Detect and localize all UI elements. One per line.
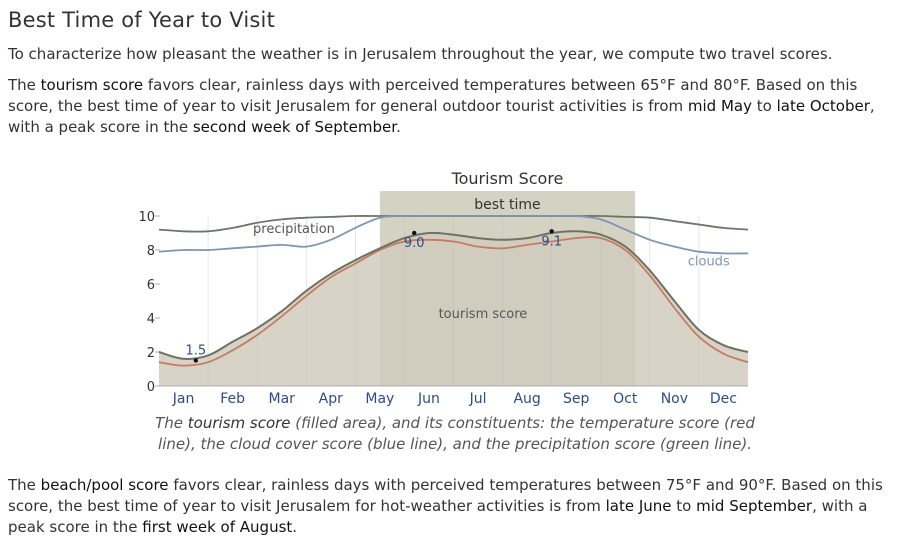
beach-score-term: beach/pool score xyxy=(40,476,169,494)
best-time-start: mid May xyxy=(687,97,752,115)
tourism-score-line xyxy=(158,230,749,360)
peak-marker xyxy=(549,229,554,234)
x-tick-label: Feb xyxy=(220,391,245,407)
series-label: clouds xyxy=(688,254,730,269)
best-time-end: late October xyxy=(776,97,870,115)
text: . xyxy=(292,518,298,536)
text: favors clear, rainless days with perceiv… xyxy=(8,476,883,515)
chart-title: Tourism Score xyxy=(451,169,564,188)
text: (filled area), and its constituents: the… xyxy=(158,414,755,453)
y-tick-label: 0 xyxy=(147,380,155,395)
peak-marker xyxy=(193,358,199,363)
value-label: 1.5 xyxy=(185,344,206,359)
cloud-score-line xyxy=(158,214,749,255)
x-tick-label: May xyxy=(365,391,394,407)
tourism-score-paragraph: The tourism score favors clear, rainless… xyxy=(8,75,898,138)
x-tick-label: Oct xyxy=(613,391,638,407)
intro-paragraph: To characterize how pleasant the weather… xyxy=(8,45,833,63)
best-time-label: best time xyxy=(474,197,540,213)
value-label: 9.0 xyxy=(404,236,425,251)
text: to xyxy=(671,497,697,515)
value-label: 9.1 xyxy=(541,234,562,249)
x-tick-label: Jul xyxy=(469,391,487,407)
beach-time-start: late June xyxy=(605,497,672,515)
text: The xyxy=(155,414,188,432)
series-label: precipitation xyxy=(253,222,335,237)
y-tick-label: 4 xyxy=(147,312,155,327)
text: , with a peak score in the xyxy=(8,497,868,536)
x-tick-label: Jan xyxy=(172,391,195,407)
tourism-score-term: tourism score xyxy=(40,76,144,94)
x-tick-label: Dec xyxy=(710,391,737,407)
caption-tourism-term: tourism score xyxy=(187,414,291,432)
x-tick-label: Nov xyxy=(661,391,688,407)
beach-time-end: mid September xyxy=(696,497,813,515)
temperature-score-line xyxy=(158,236,749,367)
x-tick-label: Aug xyxy=(513,391,540,407)
beach-peak-period: first week of August xyxy=(142,518,293,536)
y-tick-label: 6 xyxy=(147,278,155,293)
peak-period: second week of September xyxy=(192,118,397,136)
section-title: Best Time of Year to Visit xyxy=(8,8,276,32)
x-tick-label: Sep xyxy=(563,391,590,407)
beach-score-paragraph: The beach/pool score favors clear, rainl… xyxy=(8,475,898,538)
series-label: tourism score xyxy=(439,307,528,322)
text: The xyxy=(8,76,41,94)
text: to xyxy=(752,97,777,115)
text: , with a peak score in the xyxy=(8,97,875,136)
y-tick-label: 10 xyxy=(138,210,155,225)
x-tick-label: Mar xyxy=(268,391,295,407)
text: The xyxy=(8,476,41,494)
x-tick-label: Apr xyxy=(319,391,343,407)
y-tick-label: 8 xyxy=(147,244,155,259)
y-tick-label: 2 xyxy=(147,346,155,361)
x-tick-label: Jun xyxy=(417,391,440,407)
chart-caption: The tourism score (filled area), and its… xyxy=(140,413,770,455)
peak-marker xyxy=(412,230,417,236)
text: favors clear, rainless days with perceiv… xyxy=(8,76,858,115)
text: . xyxy=(396,118,401,136)
